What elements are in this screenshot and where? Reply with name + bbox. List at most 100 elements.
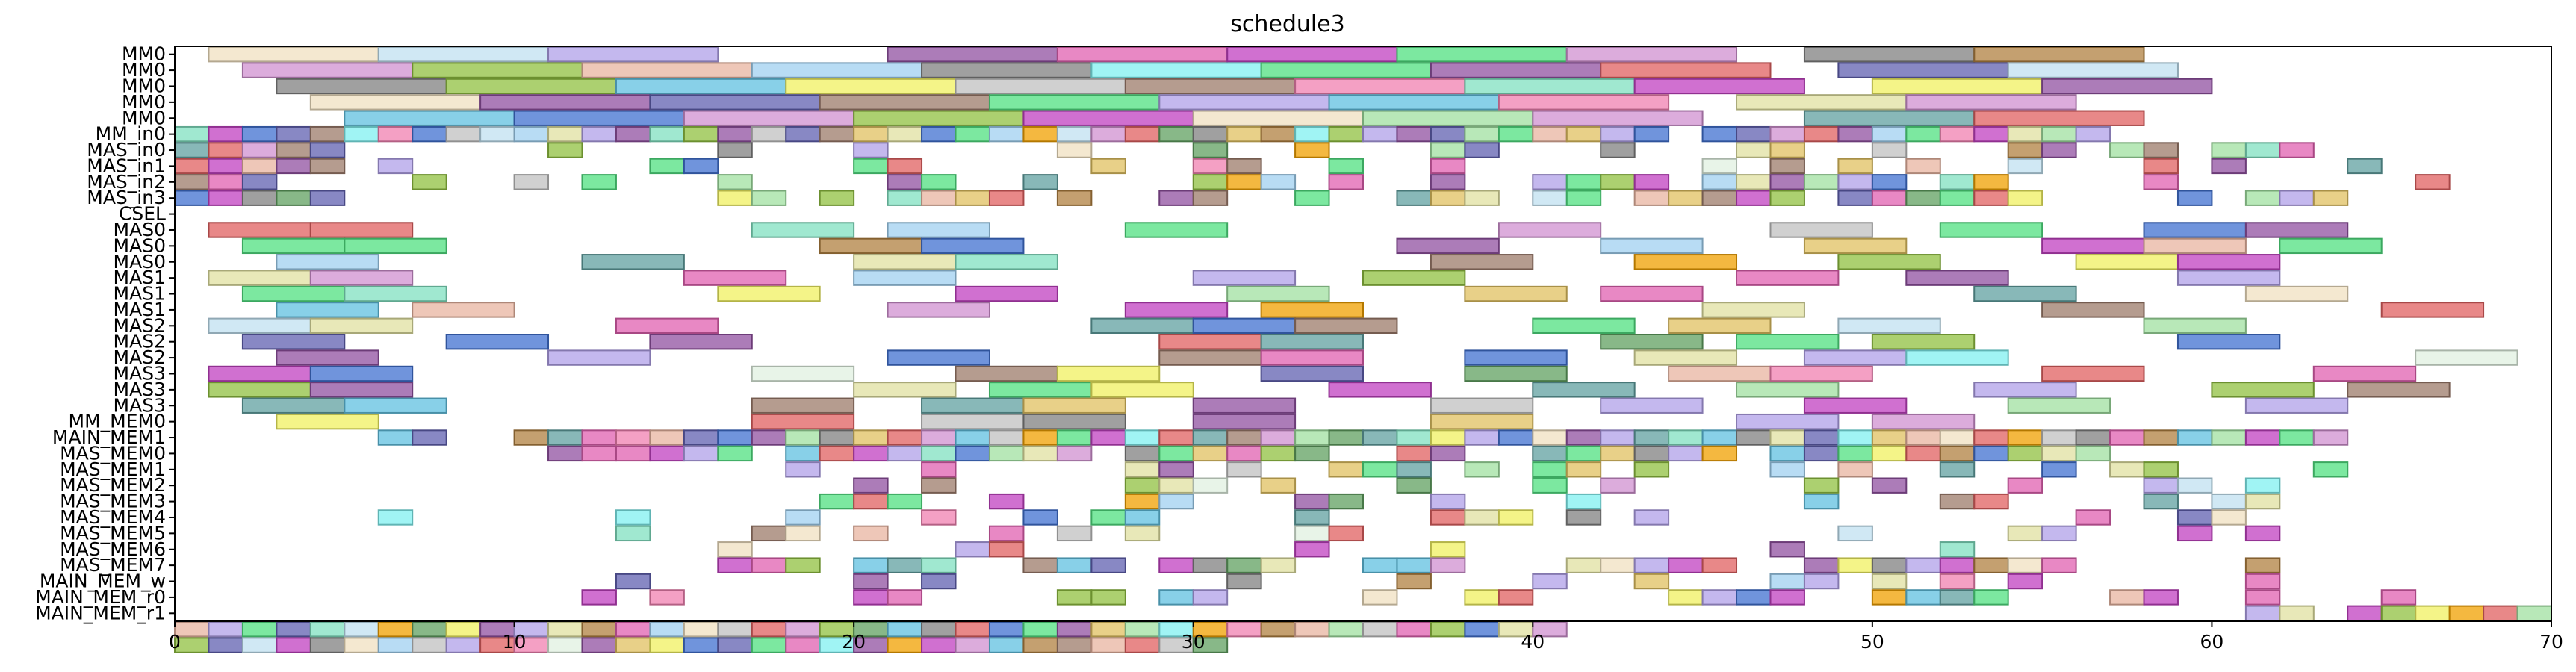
- task-bar: [751, 621, 787, 638]
- task-bar: [1192, 589, 1229, 606]
- task-bar: [1056, 365, 1161, 382]
- task-bar: [785, 78, 957, 95]
- task-bar: [1871, 429, 1908, 446]
- task-bar: [513, 429, 550, 446]
- task-bars: [174, 46, 2553, 653]
- task-bar: [2007, 190, 2043, 206]
- task-bar: [1498, 125, 1534, 143]
- task-bar: [615, 429, 651, 446]
- task-bar: [1056, 637, 1093, 653]
- task-bar: [887, 493, 923, 510]
- task-bar: [1022, 445, 1058, 462]
- task-bar: [241, 190, 278, 206]
- task-bar: [1362, 125, 1398, 143]
- task-bar: [1905, 270, 2009, 286]
- task-bar: [2007, 429, 2043, 446]
- task-bar: [1600, 445, 1636, 462]
- task-bar: [1464, 621, 1500, 638]
- task-bar: [955, 125, 990, 143]
- task-bar: [1939, 125, 1976, 143]
- task-bar: [1837, 557, 1873, 573]
- row-label: MM_in0: [96, 123, 166, 145]
- task-bar: [887, 158, 923, 175]
- task-bar: [921, 573, 957, 590]
- task-bar: [241, 125, 278, 143]
- row-label: MAS_MEM3: [60, 491, 166, 512]
- task-bar: [1668, 445, 1704, 462]
- task-bar: [1294, 125, 1330, 143]
- task-bar: [377, 158, 414, 175]
- task-bar: [309, 190, 346, 206]
- task-bar: [2007, 125, 2043, 143]
- task-bar: [1396, 46, 1568, 63]
- task-bar: [853, 254, 957, 270]
- task-bar: [1803, 477, 1840, 494]
- task-bar: [1701, 174, 1738, 190]
- row-label: MAS_MEM4: [60, 506, 166, 528]
- task-bar: [1803, 46, 1976, 63]
- task-bar: [581, 445, 617, 462]
- task-bar: [2041, 365, 2145, 382]
- task-bar: [1192, 125, 1229, 143]
- row-label: MAS_MEM5: [60, 522, 166, 544]
- task-bar: [1226, 445, 1262, 462]
- task-bar: [1769, 573, 1805, 590]
- task-bar: [2415, 349, 2518, 366]
- task-bar: [2041, 237, 2145, 255]
- x-tick-label: 60: [2200, 631, 2224, 653]
- task-bar: [853, 573, 889, 590]
- task-bar: [2041, 429, 2077, 446]
- task-bar: [309, 317, 414, 335]
- task-bar: [1905, 429, 1941, 446]
- task-bar: [1260, 302, 1364, 318]
- task-bar: [1090, 158, 1126, 175]
- task-bar: [887, 46, 1058, 63]
- task-bar: [751, 397, 855, 414]
- task-bar: [547, 621, 583, 638]
- task-bar: [1668, 557, 1704, 573]
- task-bar: [344, 637, 379, 653]
- task-bar: [1532, 573, 1568, 590]
- row-label: MAS3: [114, 394, 166, 416]
- x-axis: 0 10 20 30 40 50 60 70: [169, 621, 2563, 653]
- task-bar: [955, 190, 990, 206]
- task-bar: [2244, 605, 2281, 621]
- task-bar: [2143, 222, 2247, 238]
- task-bar: [1736, 270, 1840, 286]
- task-bar: [1090, 637, 1126, 653]
- task-bar: [2244, 429, 2281, 446]
- task-bar: [1939, 541, 1976, 558]
- task-bar: [241, 174, 278, 190]
- task-bar: [785, 637, 821, 653]
- task-bar: [1226, 557, 1262, 573]
- row-label: MAIN_MEM_r0: [35, 586, 166, 608]
- task-bar: [785, 125, 821, 143]
- task-bar: [1633, 461, 1670, 478]
- task-bar: [581, 62, 753, 78]
- task-bar: [208, 142, 243, 158]
- task-bar: [581, 254, 685, 270]
- task-bar: [1736, 413, 1840, 430]
- task-bar: [344, 397, 447, 414]
- task-bar: [1090, 429, 1126, 446]
- task-bar: [2415, 605, 2451, 621]
- task-bar: [1565, 493, 1602, 510]
- task-bar: [887, 557, 923, 573]
- task-bar: [2211, 158, 2247, 175]
- task-bar: [2007, 477, 2043, 494]
- task-bar: [241, 621, 278, 638]
- task-bar: [1430, 190, 1466, 206]
- row-labels: MM0MM0MM0MM0MM0MM_in0MAS_in0MAS_in1MAS_i…: [35, 43, 175, 623]
- task-bar: [921, 174, 957, 190]
- task-bar: [988, 382, 1093, 398]
- task-bar: [1056, 190, 1093, 206]
- task-bar: [1260, 62, 1432, 78]
- task-bar: [649, 125, 685, 143]
- task-bar: [1973, 493, 2009, 510]
- task-bar: [751, 413, 855, 430]
- row-label: MAS_MEM6: [60, 538, 166, 560]
- task-bar: [2075, 445, 2111, 462]
- task-bar: [1871, 557, 1908, 573]
- task-bar: [1294, 78, 1466, 95]
- task-bar: [1532, 190, 1568, 206]
